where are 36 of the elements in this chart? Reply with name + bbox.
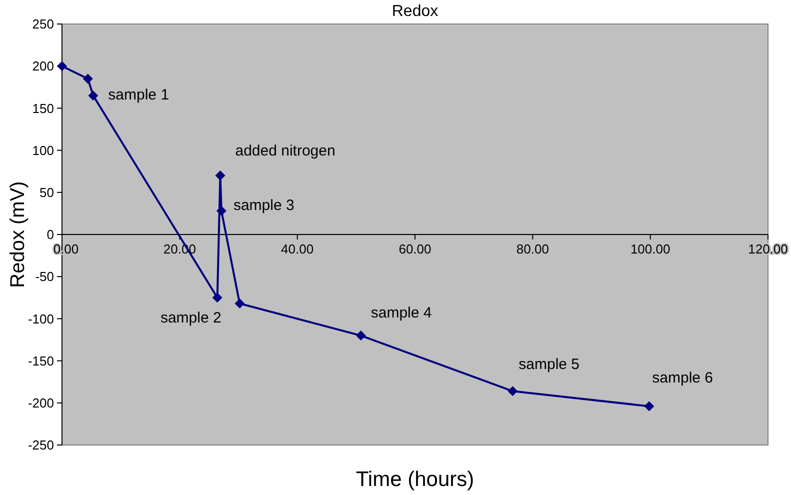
point — [88, 90, 98, 101]
point — [212, 292, 222, 303]
y-tick-label: 200 — [32, 58, 54, 74]
annotation: sample 4 — [370, 304, 432, 322]
y-tick-label: 250 — [32, 16, 54, 32]
annotation: sample 1 — [108, 86, 170, 104]
x-tick-label: 40.00 — [281, 242, 314, 256]
y-tick-label: -100 — [28, 311, 54, 326]
point — [57, 61, 67, 72]
y-axis-title: Redox (mV) — [7, 181, 29, 288]
y-tick-label: -150 — [28, 353, 54, 368]
chart-title: Redox — [392, 3, 438, 20]
point — [356, 330, 366, 341]
x-tick-label: 100.00 — [630, 242, 670, 256]
x-axis-title: Time (hours) — [356, 468, 474, 491]
point — [216, 206, 226, 216]
point — [215, 170, 226, 181]
y-tick-label: 50 — [40, 184, 54, 200]
point — [644, 401, 654, 412]
annotation: sample 3 — [233, 196, 294, 214]
annotation: sample 6 — [652, 369, 714, 386]
x-tick-label: 60.00 — [398, 242, 432, 256]
annotation: added nitrogen — [235, 142, 336, 160]
annotation: sample 2 — [160, 310, 222, 327]
y-tick-label: -200 — [28, 395, 54, 410]
y-tick-label: -250 — [28, 438, 54, 453]
point — [508, 386, 518, 396]
point — [234, 298, 245, 309]
x-tick-label: 120.00 — [748, 242, 788, 256]
annotation: sample 5 — [518, 356, 580, 374]
y-tick-label: 150 — [32, 100, 54, 116]
y-tick-label: -50 — [35, 269, 54, 284]
y-tick-label: 100 — [32, 142, 54, 158]
x-tick-label: 80.00 — [516, 242, 549, 256]
point — [82, 74, 93, 84]
y-tick-label: 0 — [46, 227, 54, 242]
